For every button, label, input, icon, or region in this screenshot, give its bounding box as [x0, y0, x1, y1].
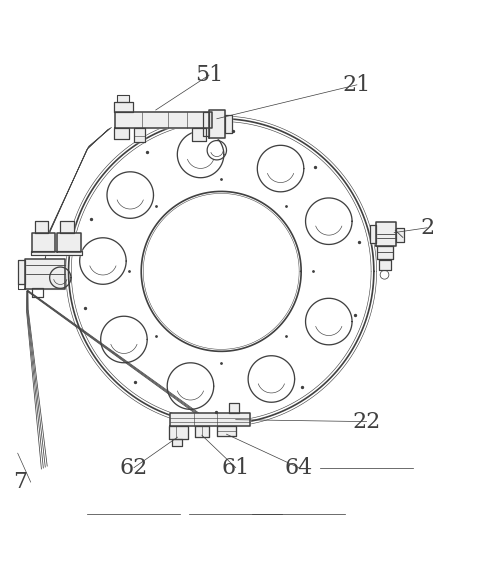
- Text: 2: 2: [420, 217, 434, 239]
- Polygon shape: [379, 260, 391, 270]
- Polygon shape: [377, 246, 393, 259]
- Polygon shape: [35, 221, 48, 232]
- Polygon shape: [115, 112, 211, 128]
- Polygon shape: [217, 426, 236, 436]
- Polygon shape: [60, 221, 74, 232]
- Polygon shape: [117, 95, 129, 101]
- Text: 22: 22: [352, 411, 381, 433]
- Polygon shape: [192, 128, 206, 141]
- Polygon shape: [396, 228, 404, 242]
- Polygon shape: [134, 128, 145, 142]
- Polygon shape: [370, 225, 376, 243]
- Text: 64: 64: [285, 456, 313, 479]
- Polygon shape: [170, 413, 250, 426]
- Polygon shape: [31, 251, 82, 255]
- Polygon shape: [194, 426, 209, 437]
- Polygon shape: [114, 128, 129, 139]
- Polygon shape: [229, 403, 239, 413]
- Polygon shape: [114, 101, 133, 112]
- Text: 61: 61: [222, 456, 250, 479]
- Text: 7: 7: [13, 471, 27, 493]
- Polygon shape: [17, 260, 25, 284]
- Text: 62: 62: [120, 456, 148, 479]
- Text: 21: 21: [343, 74, 371, 96]
- Polygon shape: [203, 112, 209, 136]
- Polygon shape: [376, 222, 396, 246]
- Polygon shape: [209, 110, 225, 138]
- Polygon shape: [172, 439, 182, 446]
- Polygon shape: [57, 232, 81, 252]
- Polygon shape: [225, 115, 232, 133]
- Polygon shape: [169, 426, 188, 439]
- Text: 51: 51: [195, 64, 223, 86]
- Polygon shape: [32, 232, 55, 252]
- Polygon shape: [25, 259, 65, 289]
